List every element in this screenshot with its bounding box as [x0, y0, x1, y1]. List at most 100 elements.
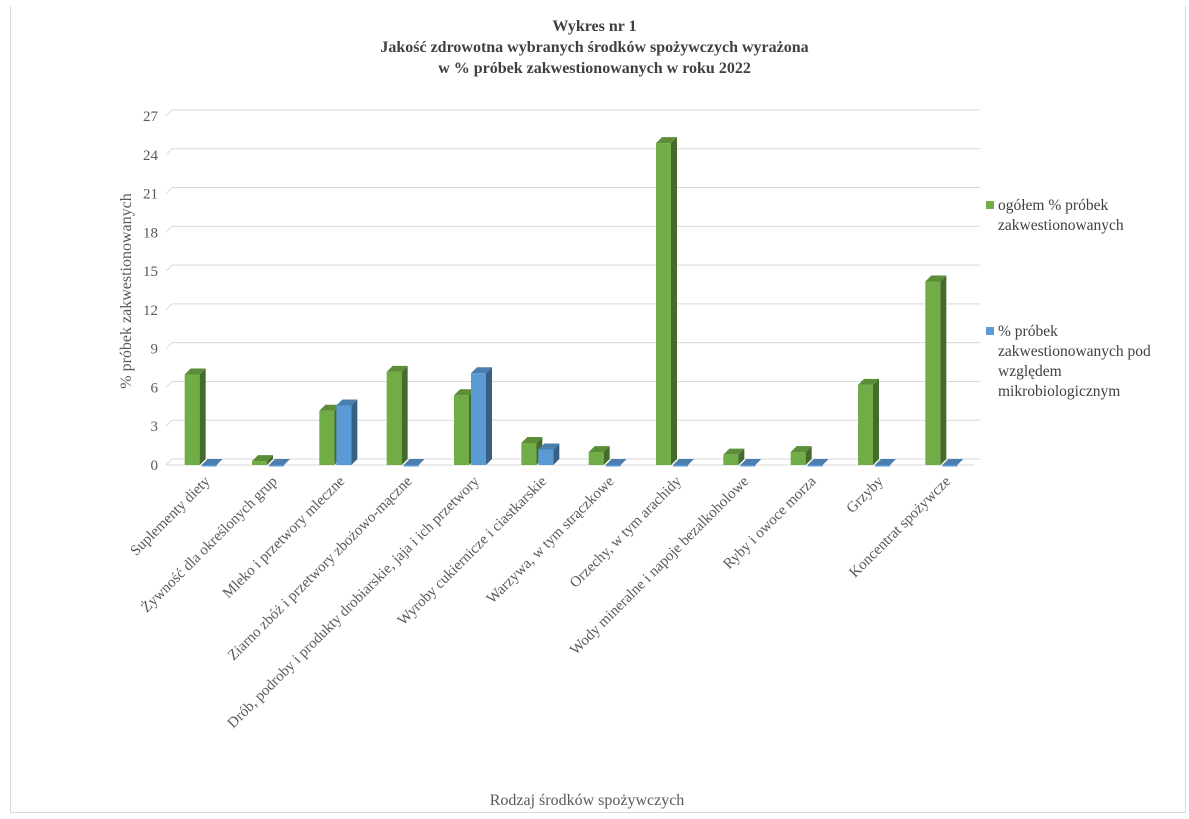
- bar-total: [521, 443, 537, 465]
- bar-top: [336, 399, 358, 406]
- bar-total: [184, 374, 200, 465]
- bar-micro: [942, 465, 958, 467]
- bar-top: [201, 459, 223, 465]
- chart-subtitle-line-2: w % próbek zakwestionowanych w roku 2022: [438, 60, 751, 77]
- x-category-label: Grzyby: [844, 473, 887, 516]
- chart-subtitle-line-1: Jakość zdrowotna wybranych środków spoży…: [380, 39, 809, 56]
- y-tick-label: 0: [151, 458, 159, 474]
- bar-micro: [336, 405, 352, 465]
- bar-micro: [673, 465, 688, 467]
- bar-total: [252, 461, 267, 465]
- x-category-label: Żywność dla określonych grup: [138, 474, 280, 616]
- bar-micro: [471, 373, 486, 465]
- bar-top: [740, 459, 762, 465]
- bar-top: [521, 437, 543, 444]
- bar-top: [184, 368, 206, 375]
- gridline-depth: [165, 225, 173, 233]
- x-category-label: Mleko i przetwory mleczne: [220, 473, 348, 601]
- bar-top: [858, 378, 879, 385]
- bar-top: [942, 459, 964, 465]
- bar-top: [538, 443, 560, 450]
- y-tick-label: 24: [143, 148, 159, 164]
- bar-top: [807, 459, 829, 465]
- bar-total: [386, 371, 402, 465]
- legend-label-micro: % próbek zakwestionowanych pod względem …: [998, 323, 1151, 400]
- bar-top: [454, 389, 475, 396]
- bar-micro: [875, 465, 890, 467]
- legend-item-micro: % próbek zakwestionowanych pod względem …: [986, 322, 1168, 402]
- bar-top: [656, 137, 677, 144]
- gridline-depth: [165, 187, 173, 194]
- bar-side: [738, 448, 745, 465]
- bar-top: [875, 459, 896, 465]
- bar-total: [588, 452, 604, 465]
- bar-micro: [605, 465, 621, 467]
- gridline-depth: [165, 303, 173, 311]
- gridline-depth: [165, 148, 173, 156]
- y-axis-title: % próbek zakwestionowanych: [118, 193, 135, 389]
- bar-micro: [807, 465, 823, 467]
- bar-micro: [538, 449, 554, 465]
- y-tick-label: 12: [143, 303, 158, 319]
- bar-top: [386, 365, 408, 372]
- bar-top: [925, 275, 947, 282]
- chart-title: Wykres nr 1: [552, 18, 637, 35]
- legend-label-total: ogółem % próbek zakwestionowanych: [998, 197, 1124, 234]
- gridline-depth: [165, 342, 173, 350]
- y-tick-label: 18: [143, 225, 158, 241]
- y-tick-label: 15: [143, 264, 158, 280]
- x-category-label: Warzywa, w tym strączkowe: [484, 473, 618, 607]
- bar-top: [673, 459, 694, 465]
- x-category-label: Drób, podroby i produkty drobiarskie, ja…: [225, 473, 484, 732]
- gridline-depth: [165, 109, 173, 117]
- bar-side: [603, 446, 610, 465]
- bar-side: [486, 367, 492, 465]
- gridline-depth: [165, 264, 173, 272]
- legend-swatch-blue: [986, 327, 994, 335]
- bar-micro: [201, 465, 217, 467]
- bar-side: [401, 365, 408, 465]
- y-tick-label: 6: [151, 380, 159, 396]
- bar-side: [805, 446, 812, 465]
- bar-total: [925, 281, 941, 465]
- bar-side: [940, 275, 947, 465]
- bar-top: [403, 459, 425, 465]
- bar-total: [790, 452, 806, 465]
- bar-micro: [740, 465, 756, 467]
- bar-side: [671, 137, 677, 465]
- bar-top: [252, 455, 273, 462]
- y-tick-label: 27: [143, 109, 159, 125]
- bar-top: [605, 459, 627, 465]
- bar-micro: [403, 465, 419, 467]
- x-category-label: Orzechy, w tym arachidy: [567, 473, 685, 591]
- bar-side: [873, 378, 879, 465]
- legend-swatch-green: [986, 201, 994, 209]
- bar-side: [267, 455, 273, 465]
- bar-total: [858, 384, 873, 465]
- chart-frame: [10, 6, 1186, 813]
- x-axis-title: Rodzaj środków spożywczych: [490, 792, 685, 809]
- bar-total: [656, 143, 671, 465]
- y-tick-label: 21: [143, 187, 158, 203]
- bar-micro: [269, 465, 284, 467]
- gridline-depth: [165, 381, 173, 388]
- y-tick-label: 3: [151, 419, 159, 435]
- gridline-depth: [165, 458, 173, 466]
- bar-top: [723, 448, 745, 455]
- bar-side: [553, 443, 560, 465]
- x-category-label: Wyroby cukiernicze i ciastkarskie: [395, 473, 551, 629]
- gridline-depth: [165, 419, 173, 427]
- bar-total: [723, 454, 739, 465]
- bar-side: [199, 368, 206, 465]
- bar-top: [790, 446, 812, 453]
- bar-top: [319, 404, 341, 411]
- bar-total: [454, 395, 469, 465]
- bar-top: [269, 459, 290, 465]
- bar-top: [471, 367, 492, 374]
- bar-side: [351, 399, 358, 465]
- legend-item-total: ogółem % próbek zakwestionowanych: [986, 196, 1168, 236]
- bar-top: [588, 446, 610, 453]
- y-tick-label: 9: [151, 342, 159, 358]
- bar-total: [319, 410, 335, 465]
